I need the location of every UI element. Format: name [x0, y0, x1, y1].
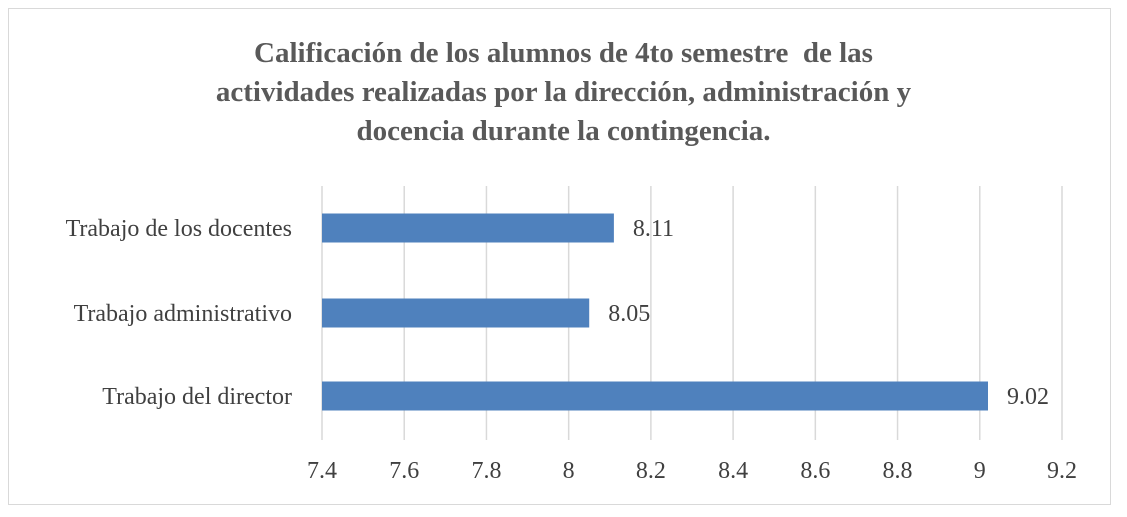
data-label-1: 8.05 — [608, 301, 650, 327]
chart-title-line-1: Calificación de los alumnos de 4to semes… — [254, 37, 873, 69]
data-label-2: 9.02 — [1007, 384, 1049, 410]
category-label-2: Trabajo del director — [102, 384, 292, 410]
chart-title-line-2: actividades realizadas por la dirección,… — [215, 76, 912, 108]
bars — [322, 213, 988, 411]
chart-title: Calificación de los alumnos de 4to semes… — [0, 34, 1127, 151]
bar-0 — [322, 213, 614, 243]
data-label-0: 8.11 — [633, 216, 674, 242]
x-tick-label-9: 9.2 — [1047, 458, 1077, 484]
labels: 7.4 7.6 7.8 8 8.2 8.4 8.6 8.8 9 9.2 Trabajo de los… — [66, 216, 1077, 484]
x-tick-label-7: 8.8 — [883, 458, 913, 484]
x-tick-label-3: 8 — [563, 458, 575, 484]
chart-frame — [8, 8, 1111, 505]
bar-2 — [322, 381, 988, 411]
x-tick-label-2: 7.8 — [471, 458, 501, 484]
category-label-0: Trabajo de los docentes — [66, 216, 292, 242]
bar-1 — [322, 298, 590, 328]
x-tick-label-5: 8.4 — [718, 458, 748, 484]
category-label-1: Trabajo administrativo — [74, 301, 292, 327]
x-tick-label-6: 8.6 — [800, 458, 830, 484]
x-tick-label-0: 7.4 — [307, 458, 337, 484]
chart-title-line-3: docencia durante la contingencia. — [356, 115, 771, 147]
x-tick-label-1: 7.6 — [389, 458, 419, 484]
x-tick-label-8: 9 — [974, 458, 986, 484]
x-tick-label-4: 8.2 — [636, 458, 666, 484]
